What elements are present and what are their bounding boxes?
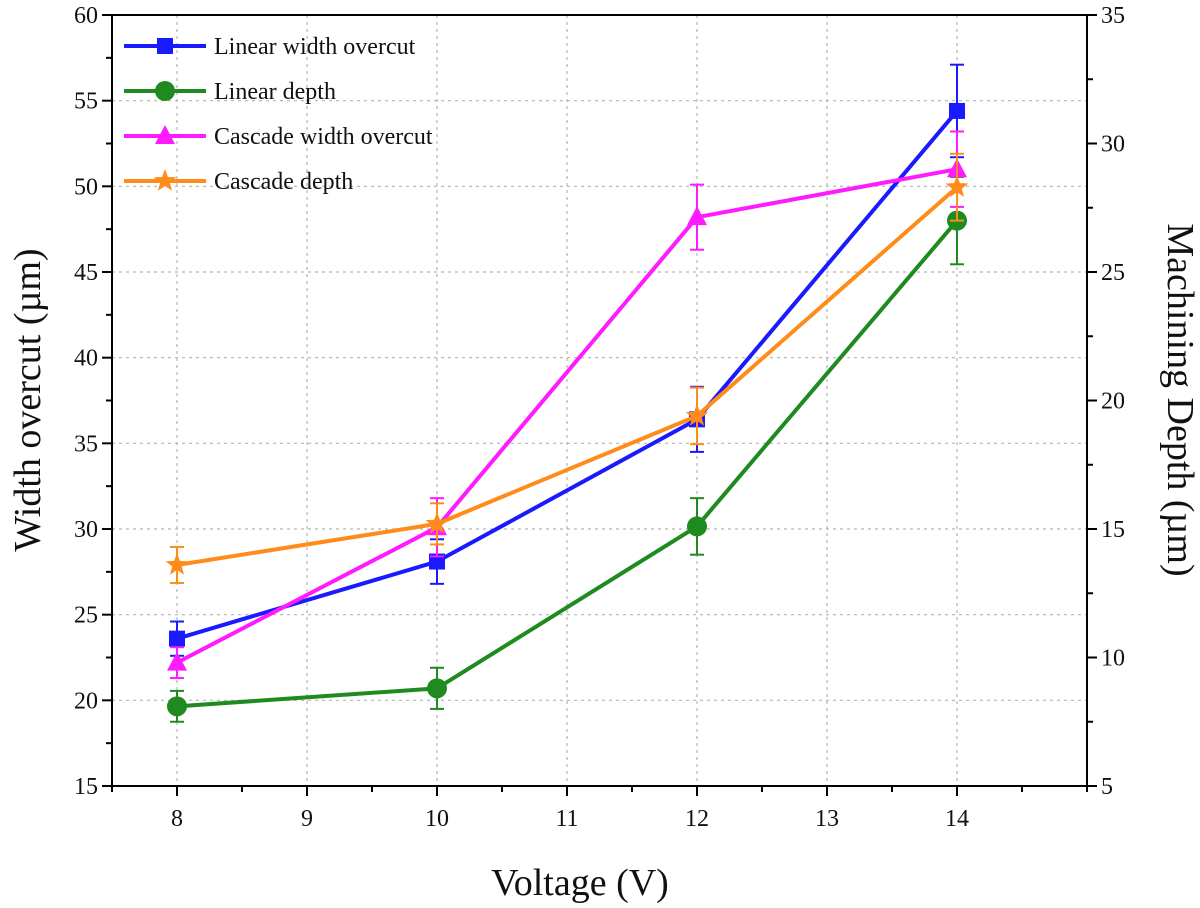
y-left-tick-label: 30	[74, 517, 98, 543]
legend-label-cascade-width-overcut: Cascade width overcut	[214, 124, 433, 150]
data-point-linear-depth	[687, 516, 707, 537]
data-point-cascade-depth	[165, 552, 189, 575]
x-tick-label: 10	[425, 806, 449, 832]
y-right-tick-label: 25	[1101, 260, 1125, 286]
x-tick-label: 8	[171, 806, 183, 832]
y-left-tick-label: 45	[74, 260, 98, 286]
y-right-axis-label: Machining Depth (µm)	[1159, 223, 1200, 576]
y-left-tick-label: 55	[74, 89, 98, 115]
x-tick-label: 14	[945, 806, 969, 832]
data-point-linear-width-overcut	[949, 102, 965, 119]
data-point-linear-width-overcut	[169, 630, 185, 647]
series-cascade-depth	[165, 152, 969, 584]
series-line-linear-width-overcut	[176, 109, 959, 641]
y-left-tick-label: 50	[74, 174, 98, 200]
data-point-cascade-width-overcut	[687, 206, 707, 226]
series-line-cascade-depth	[176, 185, 959, 567]
legend-entry-linear-width-overcut: Linear width overcut	[124, 34, 416, 60]
y-right-tick-label: 35	[1101, 3, 1125, 29]
y-right-tick-label: 15	[1101, 517, 1125, 543]
legend-entry-cascade-depth: Cascade depth	[124, 169, 353, 195]
y-right-tick-label: 30	[1101, 132, 1125, 158]
ticks-layer: 8 9 10 11 12 13 14 15 20 25 30 35 40 45 50 55 60 5 10 15 20 2…	[74, 3, 1125, 832]
data-point-cascade-width-overcut	[167, 651, 187, 671]
legend: Linear width overcut Linear depth Cascade …	[124, 34, 433, 195]
y-left-tick-label: 20	[74, 688, 98, 714]
x-tick-label: 11	[555, 806, 578, 832]
legend-entry-cascade-width-overcut: Cascade width overcut	[124, 124, 433, 150]
legend-entry-linear-depth: Linear depth	[124, 79, 336, 105]
data-point-cascade-depth	[685, 403, 709, 426]
y-right-tick-label: 5	[1101, 774, 1113, 800]
data-point-linear-depth	[427, 678, 447, 699]
x-tick-label: 13	[815, 806, 839, 832]
y-left-tick-label: 15	[74, 774, 98, 800]
legend-marker-cascade-width-overcut	[155, 125, 175, 144]
data-point-linear-depth	[167, 696, 187, 717]
legend-marker-cascade-depth	[153, 169, 177, 191]
x-axis-label: Voltage (V)	[491, 862, 669, 904]
x-tick-label: 12	[685, 806, 709, 832]
y-left-tick-label: 40	[74, 346, 98, 372]
data-point-cascade-depth	[945, 175, 969, 197]
data-point-cascade-depth	[425, 511, 449, 534]
y-right-tick-label: 10	[1101, 646, 1125, 672]
series-line-linear-depth	[176, 219, 959, 709]
x-tick-label: 9	[301, 806, 313, 832]
legend-marker-linear-width-overcut	[157, 38, 173, 54]
grid-layer	[112, 15, 1087, 786]
legend-label-linear-width-overcut: Linear width overcut	[214, 34, 416, 60]
legend-label-cascade-depth: Cascade depth	[214, 169, 353, 195]
y-right-tick-label: 20	[1101, 389, 1125, 415]
legend-marker-linear-depth	[155, 81, 175, 101]
y-left-tick-label: 60	[74, 3, 98, 29]
series-layer	[165, 63, 969, 723]
data-point-linear-width-overcut	[429, 553, 445, 570]
y-left-tick-label: 25	[74, 603, 98, 629]
legend-label-linear-depth: Linear depth	[214, 79, 336, 105]
y-left-tick-label: 35	[74, 431, 98, 457]
series-line-cascade-width-overcut	[176, 167, 958, 665]
y-left-axis-label: Width overcut (µm)	[7, 248, 49, 551]
